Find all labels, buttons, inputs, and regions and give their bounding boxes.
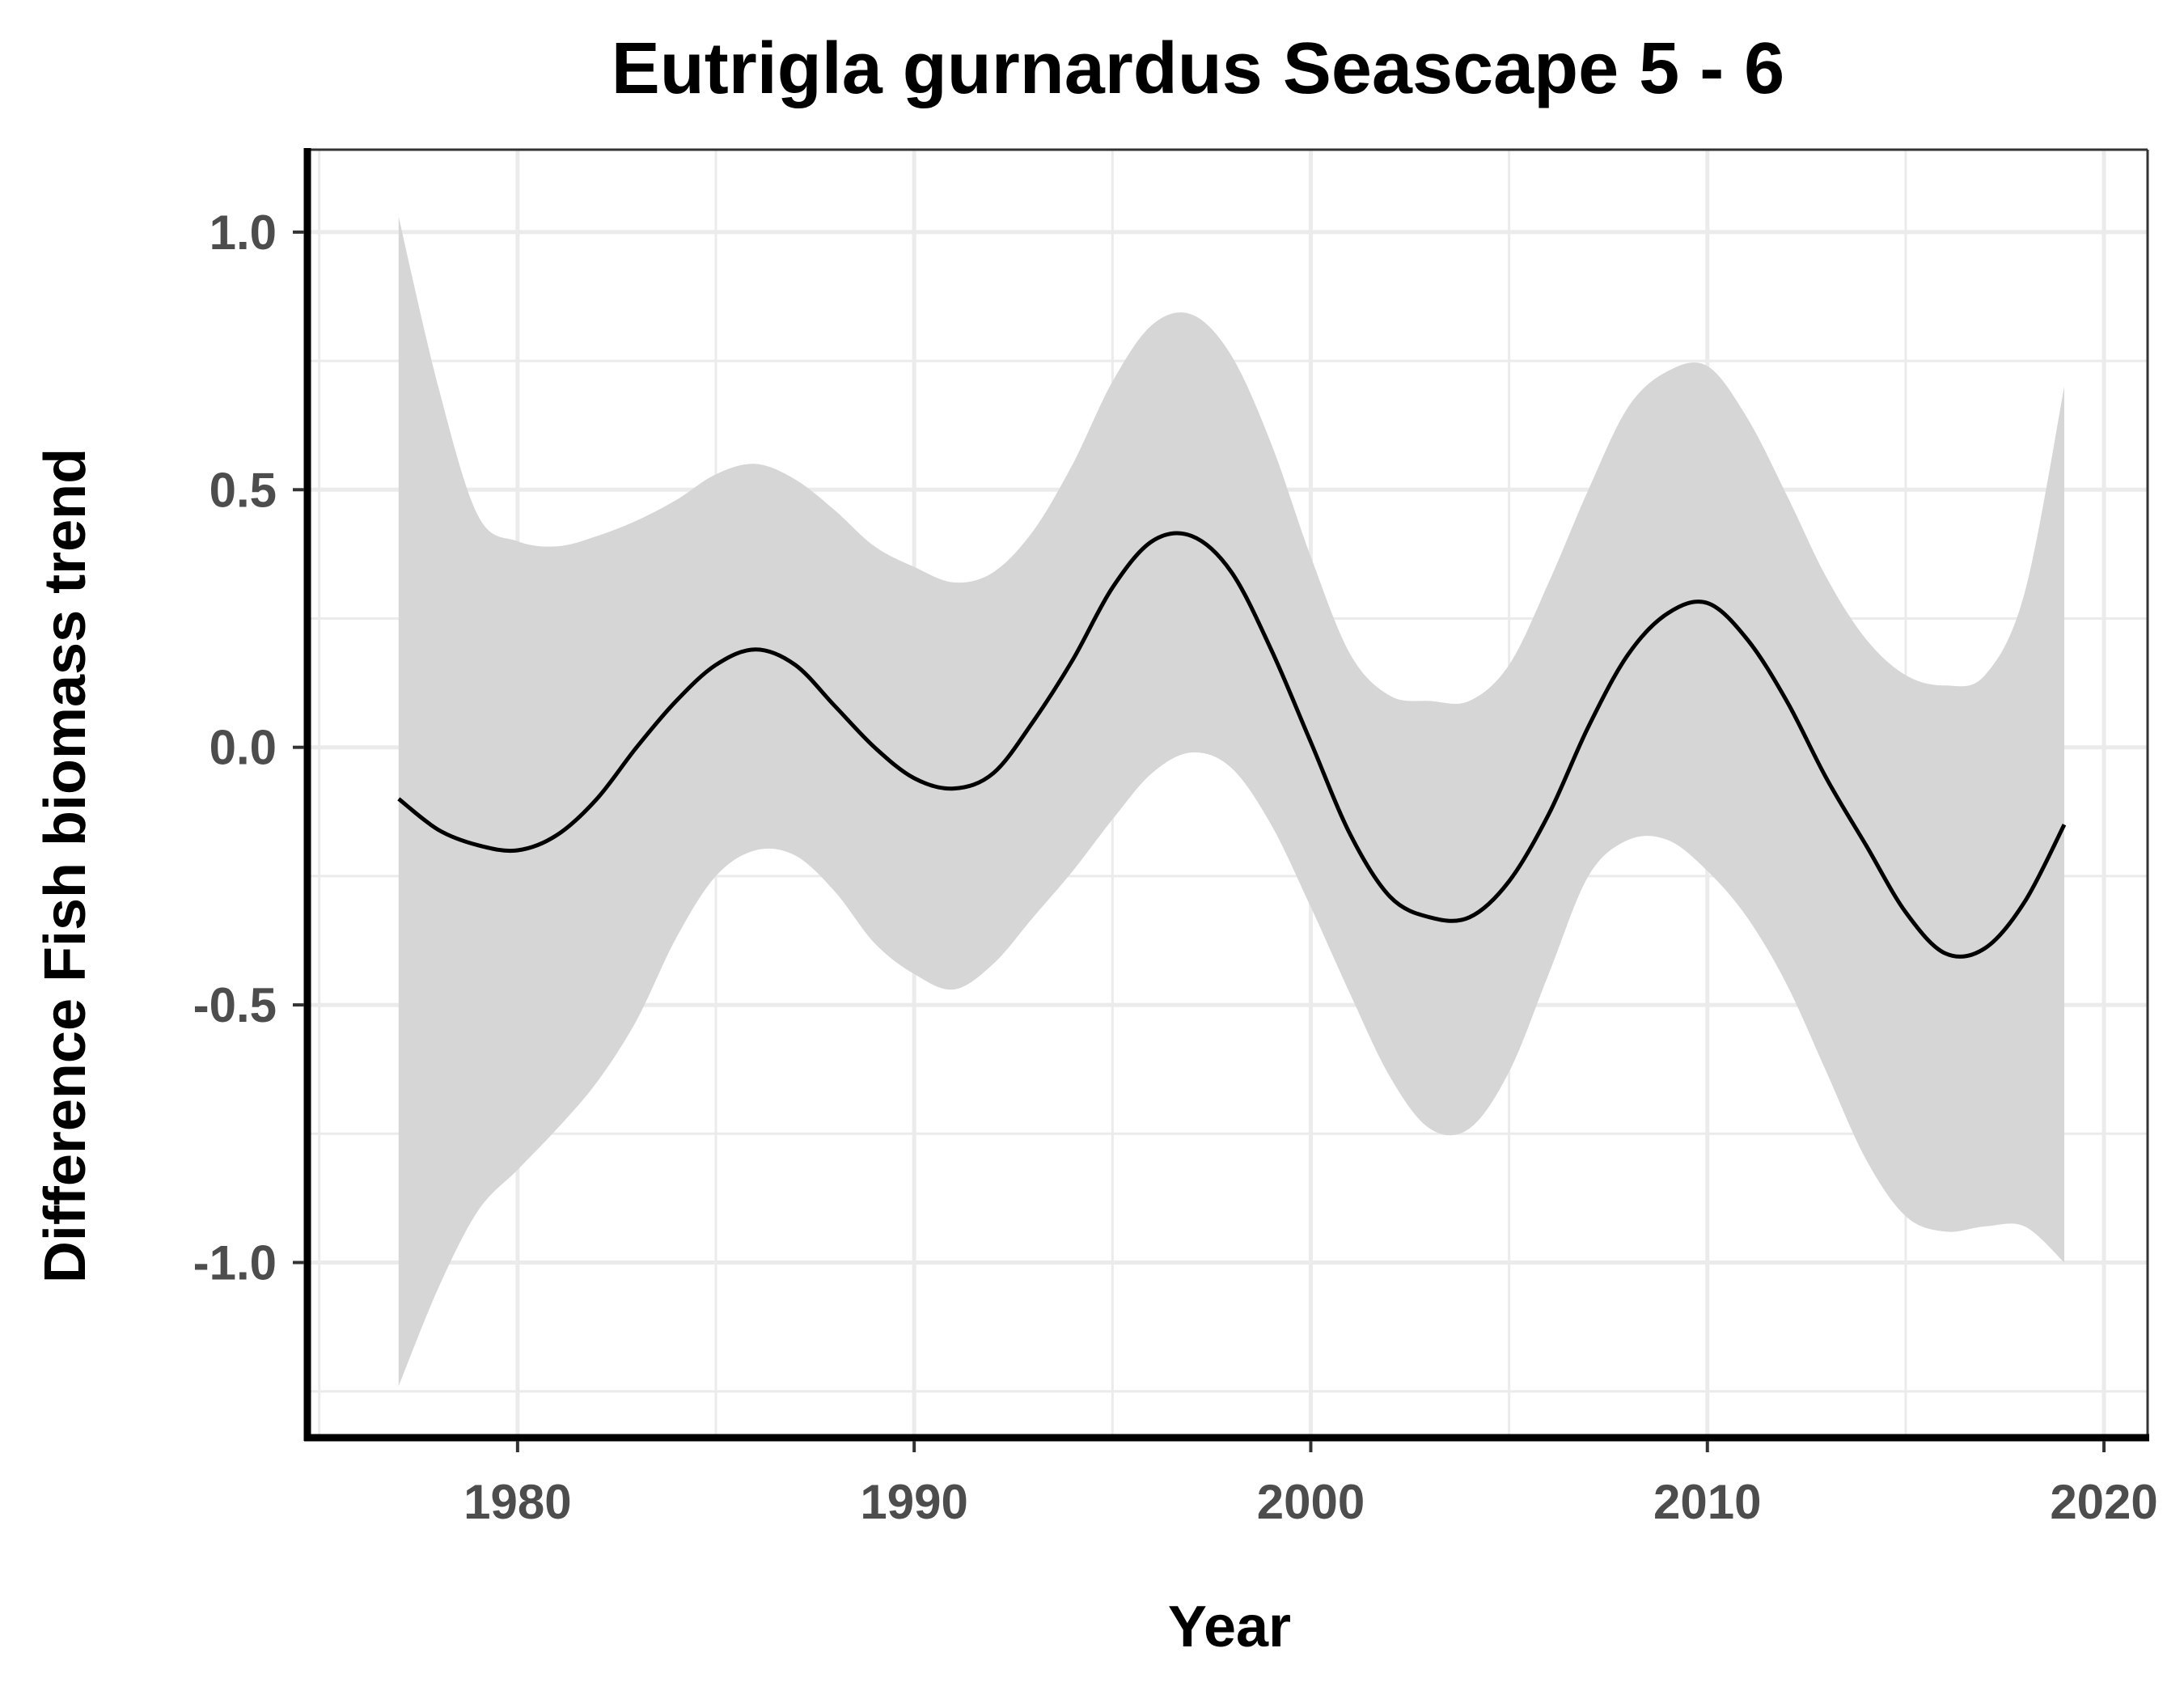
trend-line — [397, 531, 2067, 959]
y-tick-label: 1.0 — [210, 205, 277, 260]
y-tick-label: -0.5 — [193, 978, 277, 1032]
y-tick-label: 0.0 — [210, 721, 277, 775]
y-tick-label: 0.5 — [210, 463, 277, 517]
y-axis-ticks: 1.0 0.5 0.0 -0.5 -1.0 — [193, 205, 304, 1290]
y-axis-title: Difference Fish biomass trend — [33, 448, 98, 1283]
panel-frame — [303, 148, 2149, 1442]
x-tick-label: 2020 — [2050, 1475, 2157, 1529]
confidence-band — [398, 216, 2064, 1387]
x-tick-label: 1980 — [463, 1475, 571, 1529]
plot-area — [303, 148, 2149, 1442]
x-tick-label: 2000 — [1257, 1475, 1365, 1529]
x-tick-label: 2010 — [1653, 1475, 1761, 1529]
x-axis-title: Year — [1168, 1595, 1291, 1659]
grid-layer — [307, 150, 2148, 1438]
y-tick-label: -1.0 — [193, 1235, 277, 1290]
x-tick-label: 1990 — [860, 1475, 967, 1529]
x-axis-ticks: 1980 1990 2000 2010 2020 — [463, 1441, 2158, 1529]
chart-title: Eutrigla gurnardus Seascape 5 - 6 — [612, 28, 1785, 109]
